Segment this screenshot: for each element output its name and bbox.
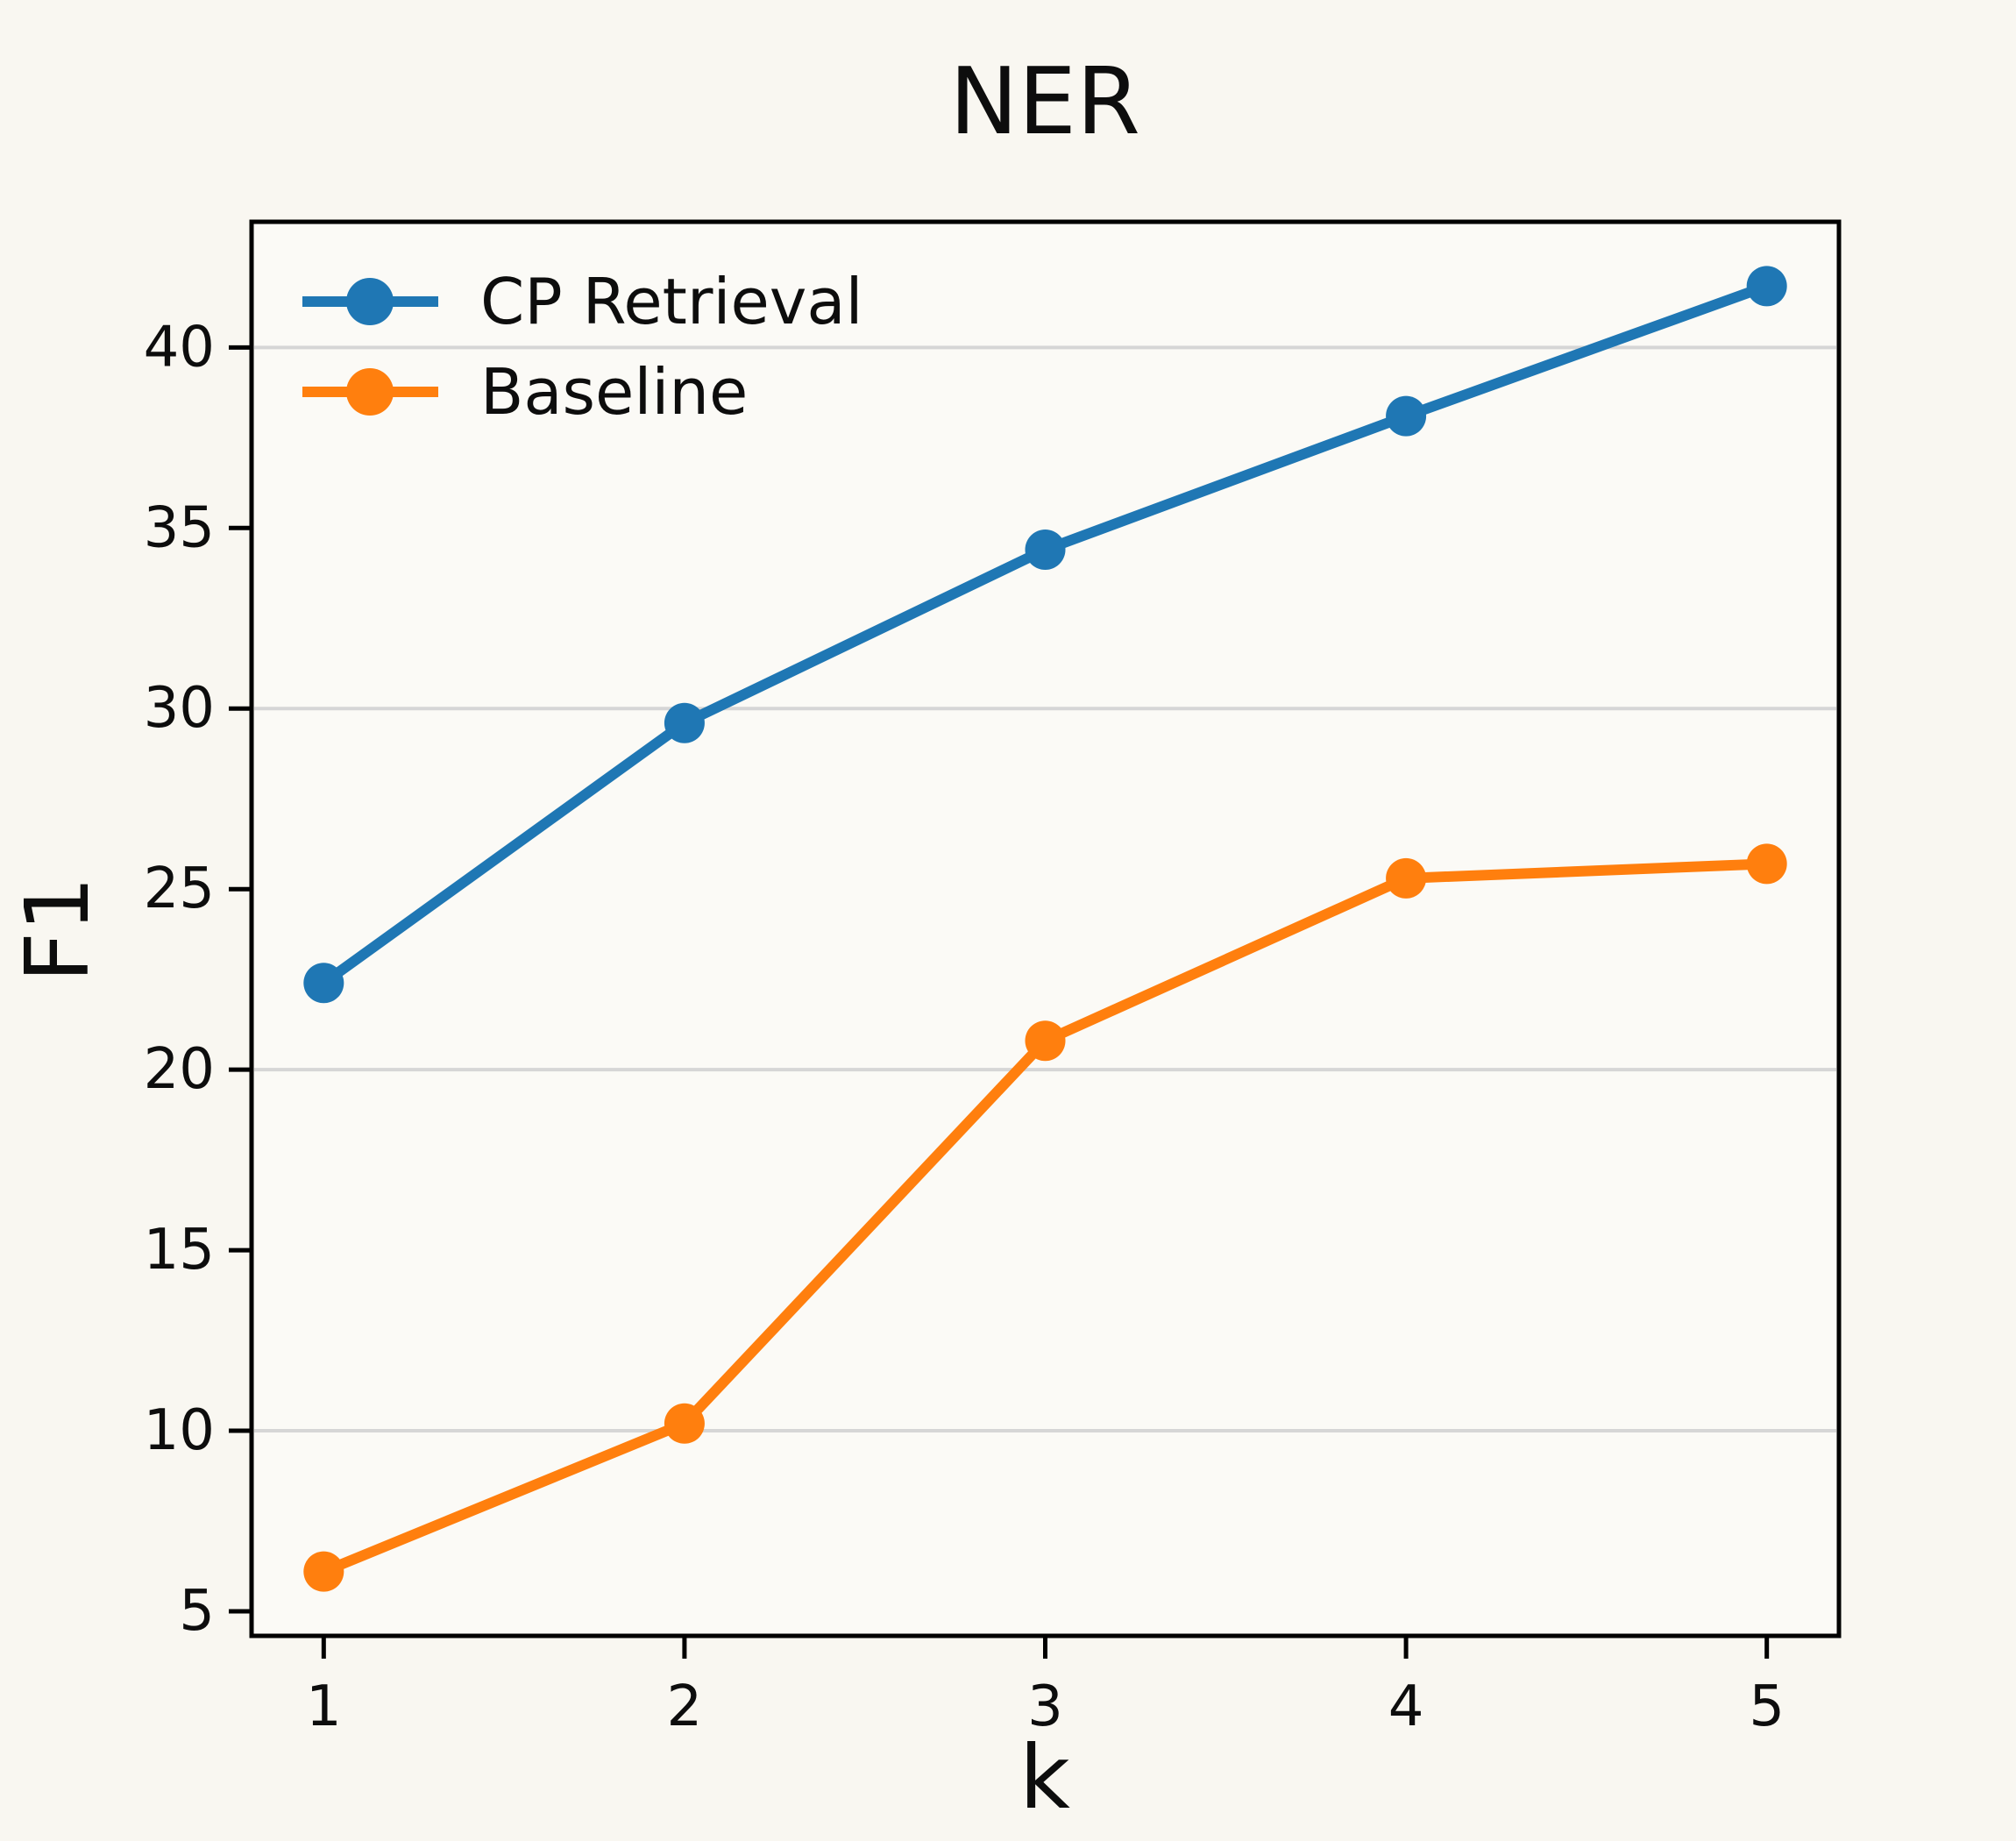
legend: CP Retrieval Baseline	[302, 265, 863, 429]
y-tick-label-30: 30	[144, 676, 215, 741]
data-point-cp-retrieval-k4	[1386, 395, 1427, 437]
y-tick-label-40: 40	[144, 315, 215, 380]
x-tick-label-2: 2	[667, 1674, 703, 1739]
y-tick-label-25: 25	[144, 857, 215, 921]
y-axis-label: F1	[6, 876, 109, 982]
y-tick-label-5: 5	[179, 1579, 215, 1644]
legend-label-baseline: Baseline	[480, 355, 748, 429]
legend-label-cp-retrieval: CP Retrieval	[480, 265, 863, 338]
axes-spines	[249, 219, 1842, 1638]
x-tick-label-3: 3	[1027, 1674, 1063, 1739]
data-point-cp-retrieval-k1	[303, 963, 344, 1004]
y-tick-label-15: 15	[144, 1218, 215, 1283]
data-point-baseline-k1	[303, 1551, 344, 1592]
legend-marker-baseline	[346, 368, 394, 416]
data-point-baseline-k4	[1386, 857, 1427, 899]
legend-item-cp-retrieval: CP Retrieval	[302, 265, 863, 338]
y-tick-label-35: 35	[144, 495, 215, 560]
data-point-baseline-k3	[1025, 1020, 1066, 1062]
data-point-baseline-k5	[1746, 843, 1787, 885]
legend-item-baseline: Baseline	[302, 355, 748, 429]
data-point-cp-retrieval-k3	[1025, 530, 1066, 571]
x-tick-label-1: 1	[306, 1674, 342, 1739]
chart-title: NER	[949, 48, 1140, 155]
legend-marker-cp-retrieval	[346, 278, 394, 325]
data-point-baseline-k2	[664, 1403, 705, 1444]
plot-area	[252, 222, 1839, 1636]
y-tick-label-10: 10	[144, 1398, 215, 1463]
plot-root: 5 10 15 20 25 30 35 40 1 2 3 4 5	[144, 219, 1842, 1739]
x-tick-label-5: 5	[1749, 1674, 1785, 1739]
x-axis-label: k	[1019, 1726, 1070, 1829]
y-tick-label-20: 20	[144, 1037, 215, 1102]
data-point-cp-retrieval-k2	[664, 702, 705, 743]
data-point-cp-retrieval-k5	[1746, 266, 1787, 307]
x-tick-label-4: 4	[1388, 1674, 1424, 1739]
